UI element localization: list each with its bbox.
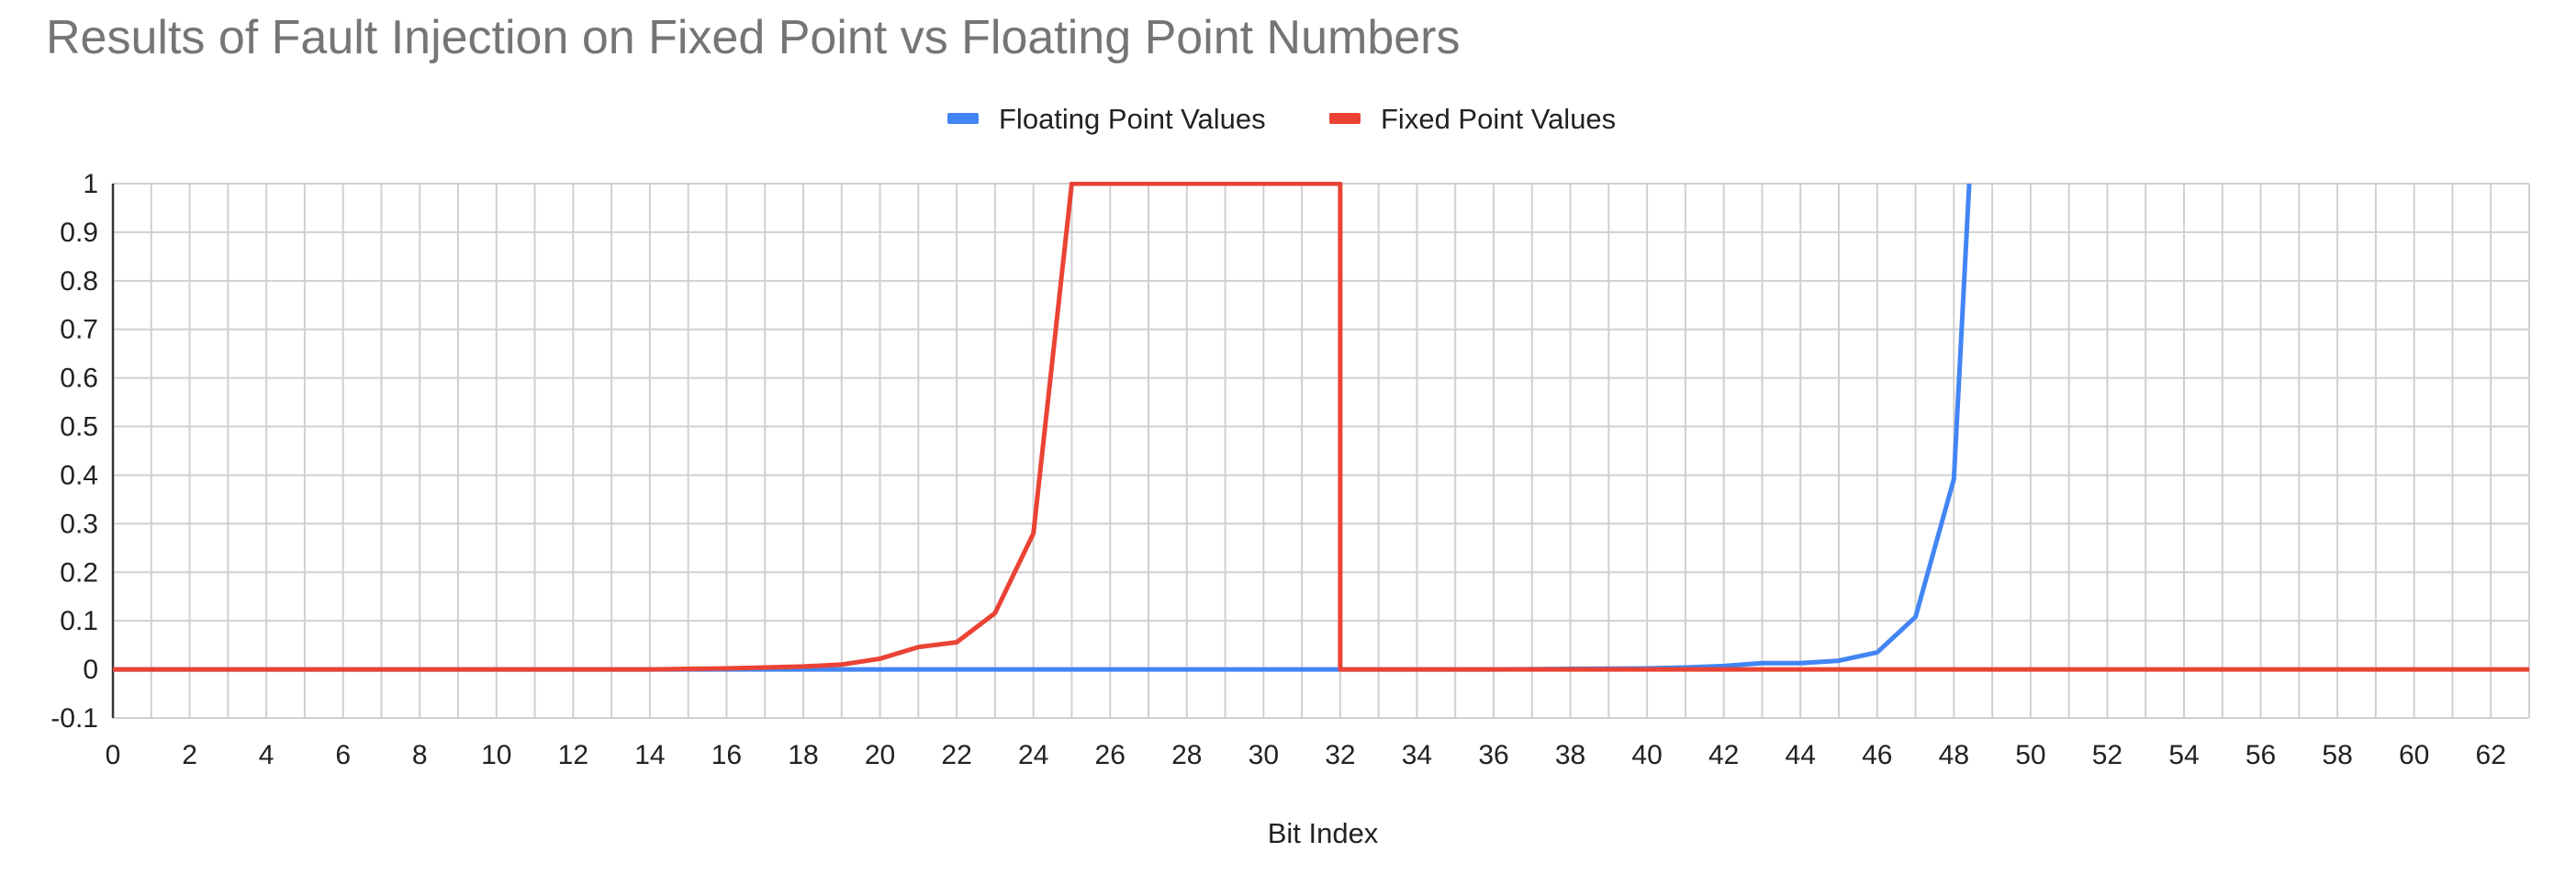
x-tick-label: 22 [941, 740, 971, 770]
legend-item: Floating Point Values [947, 103, 1266, 135]
y-tick-label: 0 [83, 655, 98, 685]
x-tick-label: 16 [711, 740, 742, 770]
x-tick-label: 56 [2246, 740, 2276, 770]
y-tick-label: 0.1 [60, 606, 98, 636]
x-tick-label: 46 [1862, 740, 1892, 770]
series-line-fixed-point [113, 182, 2529, 672]
y-tick-label: 0.3 [60, 509, 98, 539]
x-tick-label: 28 [1171, 740, 1202, 770]
y-tick-label: 0.4 [60, 460, 98, 490]
x-tick-label: 2 [182, 740, 197, 770]
x-tick-label: 42 [1708, 740, 1739, 770]
x-tick-label: 54 [2168, 740, 2199, 770]
x-tick-label: 30 [1249, 740, 1279, 770]
x-axis-label: Bit Index [1268, 817, 1379, 849]
y-tick-label: 0.9 [60, 218, 98, 248]
y-tick-label: -0.1 [50, 703, 98, 734]
y-tick-label: 0.2 [60, 557, 98, 588]
x-tick-label: 34 [1402, 740, 1432, 770]
x-tick-label: 8 [412, 740, 428, 770]
x-tick-label: 38 [1555, 740, 1585, 770]
x-tick-label: 18 [788, 740, 818, 770]
x-tick-label: 14 [634, 740, 665, 770]
y-tick-label: 0.6 [60, 364, 98, 394]
x-tick-label: 60 [2399, 740, 2429, 770]
x-tick-label: 44 [1786, 740, 1816, 770]
x-tick-label: 50 [2015, 740, 2045, 770]
legend-item: Fixed Point Values [1329, 103, 1616, 135]
x-tick-label: 0 [106, 740, 121, 770]
x-tick-label: 4 [259, 740, 274, 770]
x-tick-label: 24 [1018, 740, 1048, 770]
legend: Floating Point Values Fixed Point Values [947, 103, 1616, 135]
x-axis-ticks: 0 2 4 6 8 10 12 14 16 18 20 22 24 26 28 30 32 34 36 38 40 42 4… [106, 740, 2506, 770]
x-tick-label: 20 [865, 740, 895, 770]
y-tick-label: 0.8 [60, 266, 98, 297]
y-tick-label: 1 [83, 169, 98, 199]
gridlines [113, 183, 2530, 719]
legend-label: Floating Point Values [999, 103, 1266, 135]
x-tick-label: 26 [1095, 740, 1126, 770]
series-layer [113, 182, 2529, 672]
chart-title: Results of Fault Injection on Fixed Poin… [46, 11, 1461, 64]
x-tick-label: 48 [1939, 740, 1969, 770]
x-tick-label: 32 [1325, 740, 1355, 770]
y-axis-ticks: 1 0.9 0.8 0.7 0.6 0.5 0.4 0.3 0.2 0.1 0 -0.1 [50, 169, 98, 734]
x-tick-label: 52 [2092, 740, 2122, 770]
x-tick-label: 6 [335, 740, 351, 770]
y-tick-label: 0.7 [60, 315, 98, 345]
x-tick-label: 40 [1631, 740, 1662, 770]
y-tick-label: 0.5 [60, 412, 98, 443]
legend-swatch [1329, 113, 1361, 124]
legend-label: Fixed Point Values [1381, 103, 1616, 135]
legend-swatch [947, 113, 979, 124]
x-tick-label: 12 [558, 740, 588, 770]
x-tick-label: 10 [481, 740, 511, 770]
x-tick-label: 36 [1478, 740, 1508, 770]
x-tick-label: 58 [2322, 740, 2352, 770]
x-tick-label: 62 [2476, 740, 2506, 770]
